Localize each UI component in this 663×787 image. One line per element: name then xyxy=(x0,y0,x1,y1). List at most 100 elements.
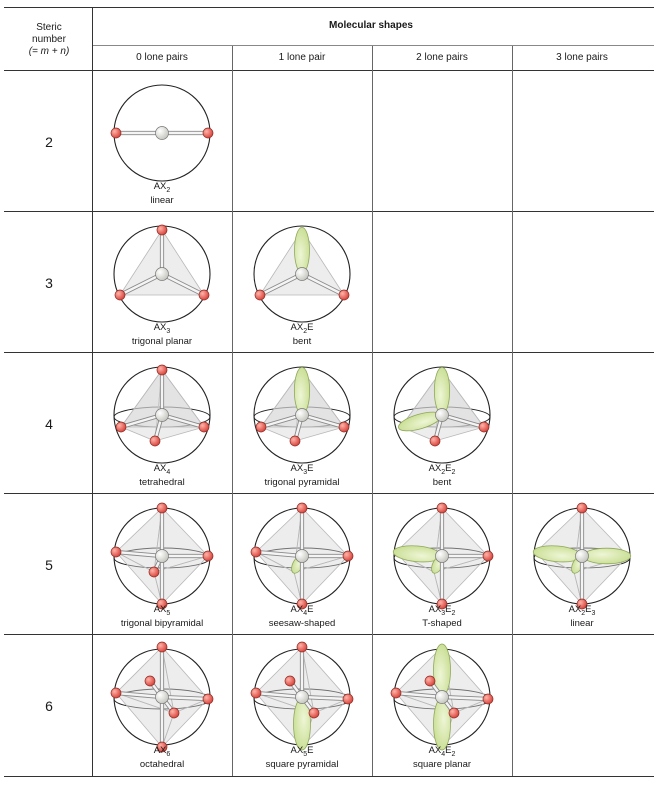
ligand-atom xyxy=(168,707,180,719)
ligand-atom xyxy=(296,641,308,653)
formula-sub1: 4 xyxy=(166,468,171,476)
central-atom xyxy=(155,408,169,422)
ligand-atom xyxy=(436,502,448,514)
formula-formula: AX xyxy=(153,604,167,615)
formula-formula: AX xyxy=(428,463,442,474)
shape-name: square planar xyxy=(412,759,472,771)
formula-sub1: 2 xyxy=(166,186,171,194)
molecule-diagram xyxy=(392,502,494,610)
central-atom xyxy=(575,549,589,563)
column-rule-3 xyxy=(512,46,513,776)
shape-caption: AX3E trigonal pyramidal xyxy=(232,463,372,489)
molecule-diagram xyxy=(113,364,211,464)
column-header-0: 0 lone pairs xyxy=(136,52,188,63)
central-atom xyxy=(155,549,169,563)
shape-caption: AX3 trigonal planar xyxy=(92,322,232,348)
bond xyxy=(114,691,164,699)
shape-caption: AX5E square pyramidal xyxy=(232,745,372,771)
formula-e: E xyxy=(445,604,452,615)
ligand-atom xyxy=(202,127,214,139)
molecular-shapes-title: Molecular shapes xyxy=(329,20,413,31)
bond xyxy=(119,413,164,429)
vsepr-formula: AX3 xyxy=(92,322,232,337)
ligand-atom xyxy=(156,741,168,753)
formula-e: E xyxy=(445,745,452,756)
shape-cell: AX4E seesaw-shaped xyxy=(232,494,372,634)
polyhedron-face xyxy=(153,555,210,605)
header-rule xyxy=(4,70,654,71)
ligand-atom xyxy=(250,546,262,558)
bottom-rule xyxy=(4,776,654,777)
ligand-atom xyxy=(144,675,156,687)
central-atom xyxy=(295,690,309,704)
molecule-diagram xyxy=(393,366,491,464)
formula-sub1: 4 xyxy=(303,609,308,617)
ligand-atom xyxy=(156,641,168,653)
label-column-rule xyxy=(92,7,93,776)
shape-caption: AX2E3 linear xyxy=(512,604,652,630)
molecule-diagram xyxy=(250,641,354,751)
vsepr-formula: AX2 xyxy=(92,181,232,196)
ligand-atom xyxy=(448,707,460,719)
shape-cell: AX3E trigonal pyramidal xyxy=(232,353,372,493)
molecule-diagram xyxy=(253,225,351,323)
formula-formula: AX xyxy=(153,745,167,756)
ligand-atom xyxy=(202,550,214,562)
bond xyxy=(160,413,206,429)
shape-name: bent xyxy=(432,477,452,489)
molecule-diagram xyxy=(110,84,214,182)
row-rule-2 xyxy=(4,352,654,353)
shape-caption: AX3E2 T-shaped xyxy=(372,604,512,630)
ligand-atom xyxy=(338,421,350,433)
steric-number-3: 3 xyxy=(45,275,53,291)
vsepr-formula: AX4 xyxy=(92,463,232,478)
column-header-1: 1 lone pair xyxy=(278,52,326,63)
lone-pair xyxy=(293,366,311,415)
shape-caption: AX2 linear xyxy=(92,181,232,207)
bond xyxy=(160,695,210,701)
shape-cell: AX3E2 T-shaped xyxy=(372,494,512,634)
lone-pair xyxy=(294,226,310,274)
formula-formula: AX xyxy=(290,463,304,474)
lone-pair xyxy=(582,547,632,565)
formula-sub1: 2 xyxy=(441,468,446,476)
shape-cell: AX5E square pyramidal xyxy=(232,635,372,775)
shape-cell: AX2E3 linear xyxy=(512,494,652,634)
ligand-atom xyxy=(250,687,262,699)
column-rule-2 xyxy=(372,46,373,776)
ligand-atom xyxy=(198,289,210,301)
shape-cell: AX3 trigonal planar xyxy=(92,212,232,352)
shape-cell: AX2E2 bent xyxy=(372,353,512,493)
formula-sub1: 6 xyxy=(166,750,171,758)
central-atom xyxy=(435,690,449,704)
steric-number-5: 5 xyxy=(45,557,53,573)
bond xyxy=(300,413,346,429)
polyhedron-face xyxy=(433,555,490,605)
molecule-diagram xyxy=(250,502,354,610)
formula-sub1: 3 xyxy=(441,609,446,617)
bond xyxy=(259,413,304,429)
ligand-atom xyxy=(342,550,354,562)
central-atom xyxy=(435,549,449,563)
vsepr-formula: AX2E3 xyxy=(512,604,652,619)
formula-formula: AX xyxy=(153,322,167,333)
formula-formula: AX xyxy=(290,322,304,333)
ligand-atom xyxy=(110,687,122,699)
row-rule-1 xyxy=(4,211,654,212)
central-atom xyxy=(295,549,309,563)
central-atom xyxy=(155,690,169,704)
ligand-atom xyxy=(308,707,320,719)
vsepr-formula: AX3E2 xyxy=(372,604,512,619)
bond xyxy=(254,550,304,558)
shape-name: linear xyxy=(150,195,174,207)
shape-cell: AX4E2 square planar xyxy=(372,635,512,775)
molecule-diagram xyxy=(110,641,214,753)
formula-sub2: 2 xyxy=(451,468,456,476)
vsepr-formula: AX4E2 xyxy=(372,745,512,760)
shape-cell: AX6 octahedral xyxy=(92,635,232,775)
ligand-atom xyxy=(576,598,588,610)
formula-sub1: 3 xyxy=(303,468,308,476)
formula-formula: AX xyxy=(153,181,167,192)
formula-sub1: 2 xyxy=(581,609,586,617)
ligand-atom xyxy=(342,693,354,705)
